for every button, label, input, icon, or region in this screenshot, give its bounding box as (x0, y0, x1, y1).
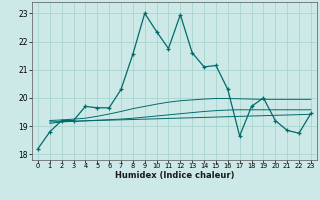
X-axis label: Humidex (Indice chaleur): Humidex (Indice chaleur) (115, 171, 234, 180)
